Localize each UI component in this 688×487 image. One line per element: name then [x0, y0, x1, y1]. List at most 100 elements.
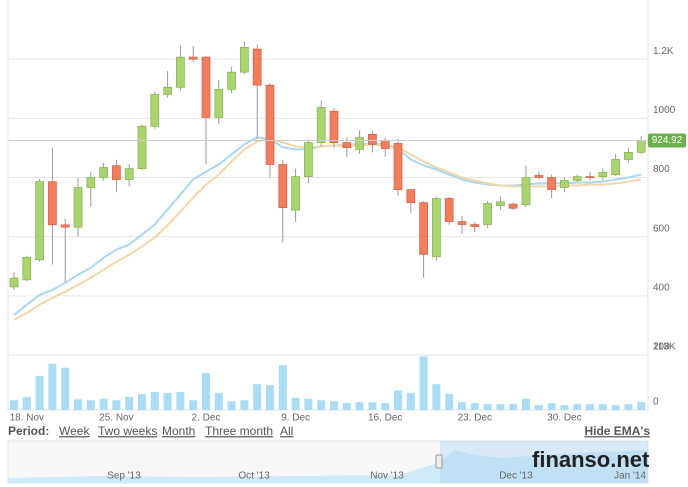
candle-body: [265, 84, 275, 165]
navigator-handle[interactable]: [435, 454, 443, 469]
candle-body: [188, 56, 198, 60]
ema-line: [13, 138, 642, 321]
y-tick-label: 113K: [653, 342, 676, 353]
candle-body: [35, 181, 44, 261]
volume-bar: [266, 385, 274, 410]
y-tick-label: 400: [653, 282, 670, 293]
candle-body: [521, 177, 531, 206]
candle-body: [9, 277, 19, 288]
ema-toggle[interactable]: Hide EMA's: [584, 424, 650, 438]
volume-bar: [163, 392, 172, 410]
volume-bar: [624, 404, 633, 410]
volume-bar: [470, 403, 479, 410]
volume-bar: [150, 391, 159, 410]
candle-body: [419, 202, 428, 255]
volume-bar: [202, 373, 210, 410]
volume-bar: [483, 404, 492, 410]
navigator-label: Jan '14: [614, 471, 646, 482]
x-tick-label: 16. Dec: [368, 413, 402, 424]
navigator-selection[interactable]: [440, 441, 648, 483]
volume-bar: [125, 396, 134, 410]
y-tick-label: 600: [653, 223, 670, 234]
volume-bar: [189, 400, 198, 410]
candle-body: [214, 88, 224, 118]
candle-body: [240, 46, 249, 73]
candle-body: [380, 140, 390, 149]
volume-bar: [419, 356, 428, 410]
candle-body: [291, 176, 300, 211]
volume-bar: [573, 404, 582, 410]
y-tick-label: 200: [653, 342, 670, 353]
x-tick-label: 30. Dec: [547, 413, 581, 424]
candle-body: [163, 86, 172, 95]
volume-bar: [176, 391, 185, 410]
navigator-label: Sep '13: [107, 471, 141, 482]
volume-bar: [547, 403, 556, 410]
volume-bar: [22, 396, 31, 410]
volume-bar: [496, 404, 505, 410]
volume-bar: [291, 397, 300, 410]
candle-body: [112, 165, 121, 180]
candle-body: [150, 94, 160, 127]
volume-bar: [138, 393, 146, 410]
volume-bar: [74, 399, 82, 410]
volume-bar: [214, 392, 223, 410]
volume-bar: [598, 404, 607, 410]
volume-bar: [432, 384, 441, 410]
volume-bar: [48, 363, 57, 410]
candle-body: [444, 198, 454, 222]
candle-body: [572, 176, 582, 181]
volume-bar: [317, 400, 326, 410]
watermark: finanso.net: [532, 447, 650, 472]
volume-bar: [637, 402, 646, 410]
volume-bar: [240, 400, 249, 410]
volume-bar: [355, 402, 364, 410]
candle-body: [227, 71, 236, 90]
volume-bar: [406, 392, 415, 410]
candle-body: [624, 152, 633, 160]
candle-body: [534, 175, 544, 178]
candle-body: [329, 110, 339, 143]
x-tick-label: 9. Dec: [281, 413, 310, 424]
y-tick-label: 0: [653, 397, 659, 408]
volume-bar: [458, 402, 466, 410]
navigator-label: Nov '13: [370, 471, 404, 482]
volume-bar: [278, 365, 287, 410]
candle-body: [252, 48, 262, 86]
candle-body: [304, 142, 313, 177]
period-button[interactable]: All: [280, 424, 293, 438]
volume-bar: [304, 398, 313, 410]
candle-body: [278, 164, 288, 209]
period-button[interactable]: Week: [59, 424, 90, 438]
navigator-label: Oct '13: [238, 471, 270, 482]
y-tick-label: 1000: [653, 105, 676, 116]
volume-bar: [611, 405, 620, 410]
candle-body: [470, 224, 480, 227]
candle-body: [137, 125, 147, 169]
period-button[interactable]: Month: [162, 424, 195, 438]
period-button[interactable]: Three month: [205, 424, 273, 438]
volume-bar: [394, 390, 402, 410]
volume-bar: [61, 367, 70, 410]
volume-bar: [509, 404, 518, 410]
navigator-label: Dec '13: [499, 471, 533, 482]
volume-bar: [342, 403, 351, 410]
volume-bar: [253, 384, 262, 410]
volume-bar: [586, 404, 594, 410]
candle-body: [99, 167, 108, 178]
last-price-label: 924.92: [652, 135, 683, 146]
x-tick-label: 2. Dec: [192, 413, 221, 424]
volume-bar: [534, 405, 543, 410]
candle-body: [496, 201, 505, 206]
volume-bar: [10, 400, 18, 410]
candle-body: [60, 224, 70, 228]
period-button[interactable]: Two weeks: [98, 424, 157, 438]
candle-body: [636, 140, 646, 153]
y-tick-label: 800: [653, 164, 670, 175]
volume-bar: [86, 400, 95, 410]
volume-bar: [330, 401, 338, 410]
x-tick-label: 23. Dec: [458, 413, 492, 424]
candle-body: [393, 143, 403, 190]
volume-bar: [560, 405, 569, 410]
